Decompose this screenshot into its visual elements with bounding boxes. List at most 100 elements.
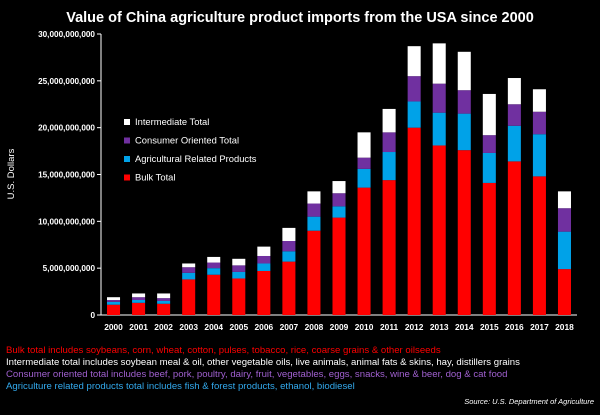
bar-segment (182, 267, 196, 273)
bar-segment (457, 150, 471, 315)
x-tick-label: 2018 (555, 322, 574, 332)
footnotes: Bulk total includes soybeans, corn, whea… (6, 345, 596, 393)
y-tick-label: 10,000,000,000 (38, 217, 95, 226)
bar-segment (132, 302, 146, 315)
x-tick-label: 2009 (330, 322, 349, 332)
bar-segment (232, 278, 246, 315)
chart-title: Value of China agriculture product impor… (66, 10, 534, 26)
bar-segment (307, 216, 321, 231)
bar-segment (357, 187, 371, 315)
x-tick-label: 2012 (405, 322, 424, 332)
bar-segment (432, 43, 446, 84)
bar-segment (132, 297, 146, 301)
bar-segment (232, 265, 246, 272)
bar-segment (432, 112, 446, 146)
bar-segment (357, 168, 371, 188)
bar-segment (257, 263, 271, 271)
bar-segment (407, 127, 421, 315)
bar-segment (507, 161, 521, 315)
bar-segment (407, 101, 421, 128)
bar-segment (307, 203, 321, 217)
bar-segment (157, 303, 171, 315)
legend-swatch (124, 119, 130, 125)
bar-segment (207, 268, 221, 275)
bar-segment (282, 241, 296, 252)
bar-segment (207, 262, 221, 269)
x-tick-label: 2016 (505, 322, 524, 332)
bar-segment (107, 300, 121, 302)
bar-segment (107, 304, 121, 315)
bar-segment (157, 300, 171, 304)
bar-segment (507, 104, 521, 126)
legend-entry: Agricultural Related Products (135, 153, 257, 164)
x-tick-label: 2003 (179, 322, 198, 332)
bar-segment (457, 51, 471, 91)
bar-segment (557, 191, 571, 209)
bar-segment (557, 231, 571, 270)
bar-segment (382, 108, 396, 133)
x-tick-label: 2011 (380, 322, 399, 332)
bar-segment (532, 176, 546, 315)
x-tick-label: 2001 (129, 322, 148, 332)
x-tick-label: 2013 (430, 322, 449, 332)
bar-segment (532, 89, 546, 112)
bar-segment (307, 230, 321, 315)
bar-segment (507, 125, 521, 162)
bar-segment (407, 46, 421, 77)
legend-swatch (124, 156, 130, 162)
bar-segment (457, 90, 471, 114)
legend: Intermediate Total Consumer Oriented Tota… (124, 116, 257, 183)
bar-segment (332, 206, 346, 218)
bar-segment (432, 145, 446, 315)
x-tick-label: 2014 (455, 322, 474, 332)
footnote-consumer: Consumer oriented total includes beef, p… (6, 369, 508, 380)
x-tick-label: 2005 (229, 322, 248, 332)
bar-segment (107, 301, 121, 305)
x-tick-label: 2007 (280, 322, 299, 332)
x-tick-label: 2008 (305, 322, 324, 332)
bar-segment (232, 258, 246, 266)
bar-segment (182, 272, 196, 280)
bar-segment (182, 279, 196, 315)
bar-segment (332, 181, 346, 194)
y-axis-label: U.S. Dollars (6, 148, 17, 199)
bar-segment (532, 111, 546, 135)
bar-segment (507, 78, 521, 105)
bar-segment (457, 113, 471, 151)
x-tick-label: 2015 (480, 322, 499, 332)
bar-segment (257, 270, 271, 315)
bar-segment (107, 297, 121, 301)
y-tick-label: 20,000,000,000 (38, 124, 95, 133)
bar-segment (357, 132, 371, 158)
bar-segment (282, 227, 296, 241)
bar-segment (132, 300, 146, 303)
bar-segment (132, 293, 146, 298)
bar-segment (482, 93, 496, 136)
bar-segment (257, 255, 271, 264)
bar-segment (332, 193, 346, 207)
y-tick-label: 0 (90, 311, 95, 320)
x-tick-label: 2017 (530, 322, 549, 332)
x-tick-label: 2000 (104, 322, 123, 332)
bar-segment (232, 271, 246, 279)
source-credit: Source: U.S. Department of Agriculture (464, 397, 594, 406)
plot-area: 0 5,000,000,000 10,000,000,000 15,000,000,0… (38, 30, 577, 332)
bar-segment (482, 135, 496, 153)
bar-segment (207, 256, 221, 263)
footnote-intermediate: Intermediate total includes soybean meal… (6, 357, 520, 368)
bar-segment (382, 180, 396, 315)
bar-segment (557, 208, 571, 232)
x-tick-label: 2002 (154, 322, 173, 332)
x-tick-label: 2004 (204, 322, 223, 332)
bar-segment (257, 246, 271, 256)
footnote-agricultural-related: Agriculture related products total inclu… (6, 381, 355, 392)
y-tick-label: 5,000,000,000 (43, 264, 96, 273)
y-tick-label: 30,000,000,000 (38, 30, 95, 39)
bar-segment (157, 293, 171, 299)
bar-segment (407, 76, 421, 102)
bar-segment (282, 251, 296, 262)
legend-entry: Intermediate Total (135, 116, 209, 127)
bar-segment (532, 134, 546, 177)
bar-segment (307, 191, 321, 204)
bar-segment (282, 261, 296, 315)
